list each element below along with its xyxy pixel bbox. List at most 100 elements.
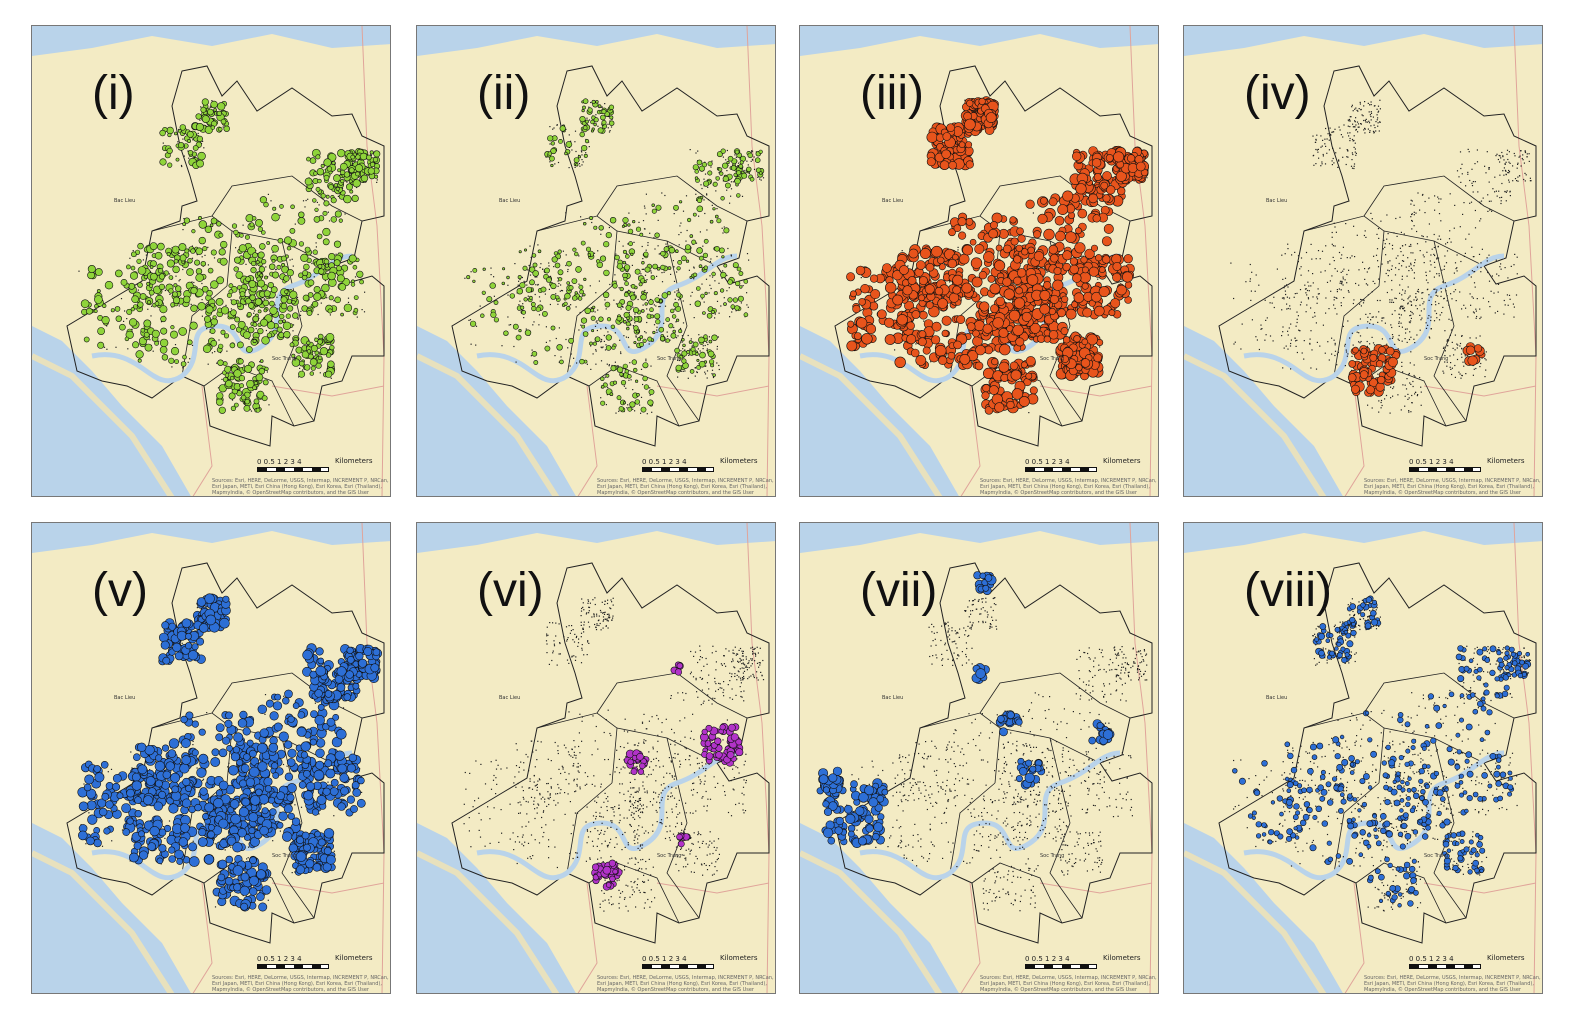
sample-point bbox=[1251, 271, 1253, 273]
highlight-point bbox=[366, 154, 372, 161]
highlight-point bbox=[1082, 307, 1093, 318]
sample-point bbox=[1404, 292, 1406, 294]
sample-point bbox=[1316, 149, 1318, 151]
sample-point bbox=[277, 308, 279, 310]
highlight-point bbox=[652, 263, 658, 270]
sample-point bbox=[549, 126, 551, 128]
highlight-point bbox=[853, 332, 862, 340]
highlight-point bbox=[587, 253, 592, 257]
highlight-point bbox=[583, 153, 588, 158]
highlight-point bbox=[327, 153, 337, 162]
sample-point bbox=[210, 287, 212, 289]
sample-point bbox=[1345, 163, 1347, 166]
sample-point bbox=[1365, 121, 1367, 123]
sample-point bbox=[1390, 386, 1392, 388]
sample-point bbox=[751, 150, 753, 152]
sample-point bbox=[628, 379, 630, 381]
sample-point bbox=[701, 298, 703, 300]
highlight-point bbox=[589, 216, 594, 221]
highlight-point bbox=[1135, 161, 1146, 172]
highlight-point bbox=[224, 365, 232, 373]
highlight-point bbox=[200, 106, 207, 113]
highlight-point bbox=[283, 331, 291, 339]
highlight-point bbox=[306, 340, 311, 346]
highlight-point bbox=[718, 167, 723, 172]
sample-point bbox=[542, 268, 544, 270]
sample-point bbox=[1495, 155, 1497, 157]
sample-point bbox=[1411, 394, 1413, 397]
sample-point bbox=[760, 179, 762, 181]
sample-point bbox=[221, 378, 223, 380]
sample-point bbox=[1339, 282, 1341, 284]
sample-point bbox=[730, 181, 732, 183]
highlight-point bbox=[248, 280, 257, 288]
sample-point bbox=[1508, 151, 1510, 153]
sample-point bbox=[1342, 276, 1344, 278]
sample-point bbox=[1320, 135, 1322, 137]
sample-point bbox=[1347, 149, 1349, 151]
sample-point bbox=[288, 244, 290, 246]
highlight-point bbox=[282, 319, 286, 324]
sample-point bbox=[600, 328, 602, 330]
highlight-point bbox=[852, 304, 861, 314]
highlight-point bbox=[971, 276, 983, 288]
highlight-point bbox=[698, 165, 705, 172]
town-label: Bac Lieu bbox=[499, 198, 521, 204]
sample-point bbox=[1378, 278, 1380, 280]
sample-point bbox=[363, 311, 366, 313]
highlight-point bbox=[330, 216, 337, 223]
sample-point bbox=[1333, 222, 1335, 224]
sample-point bbox=[1370, 111, 1372, 113]
sample-point bbox=[1485, 172, 1487, 174]
highlight-point bbox=[244, 398, 250, 405]
sample-point bbox=[1294, 293, 1296, 295]
highlight-point bbox=[609, 392, 614, 397]
sample-point bbox=[571, 149, 573, 151]
highlight-point bbox=[590, 119, 595, 125]
sample-point bbox=[328, 220, 331, 222]
panel-label: (iii) bbox=[860, 67, 924, 120]
sample-point bbox=[1306, 304, 1308, 306]
highlight-point bbox=[252, 315, 259, 323]
sample-point bbox=[595, 363, 597, 365]
sample-point bbox=[1327, 341, 1329, 343]
highlight-point bbox=[655, 204, 662, 211]
sample-point bbox=[150, 295, 152, 297]
highlight-point bbox=[582, 105, 586, 110]
highlight-point bbox=[1088, 266, 1100, 277]
highlight-point bbox=[1048, 330, 1059, 340]
sample-point bbox=[330, 377, 332, 379]
sample-point bbox=[548, 262, 550, 264]
highlight-point bbox=[639, 342, 644, 347]
sample-point bbox=[1032, 212, 1034, 214]
sample-point bbox=[595, 114, 597, 116]
sample-point bbox=[1287, 286, 1289, 288]
sample-point bbox=[1325, 245, 1327, 247]
highlight-point bbox=[1095, 254, 1103, 262]
sample-point bbox=[1508, 181, 1510, 183]
sample-point bbox=[676, 290, 678, 292]
sample-point bbox=[604, 376, 606, 378]
highlight-point bbox=[252, 385, 257, 391]
highlight-point bbox=[675, 364, 682, 372]
highlight-point bbox=[220, 240, 228, 249]
highlight-point bbox=[1017, 234, 1026, 243]
sample-point bbox=[187, 150, 189, 152]
sample-point bbox=[1469, 293, 1471, 295]
sample-point bbox=[716, 255, 718, 258]
highlight-point bbox=[554, 262, 561, 269]
highlight-point bbox=[699, 351, 706, 359]
sample-point bbox=[1438, 302, 1440, 305]
highlight-point bbox=[369, 161, 376, 168]
highlight-point bbox=[592, 305, 596, 309]
sample-point bbox=[1354, 126, 1356, 128]
sample-point bbox=[1368, 120, 1370, 122]
sample-point bbox=[1424, 200, 1426, 203]
highlight-point bbox=[222, 361, 228, 367]
road bbox=[192, 385, 213, 496]
sample-point bbox=[1401, 361, 1403, 363]
sample-point bbox=[605, 404, 607, 406]
highlight-point bbox=[1075, 227, 1082, 235]
road bbox=[656, 385, 770, 397]
highlight-point bbox=[340, 312, 344, 317]
